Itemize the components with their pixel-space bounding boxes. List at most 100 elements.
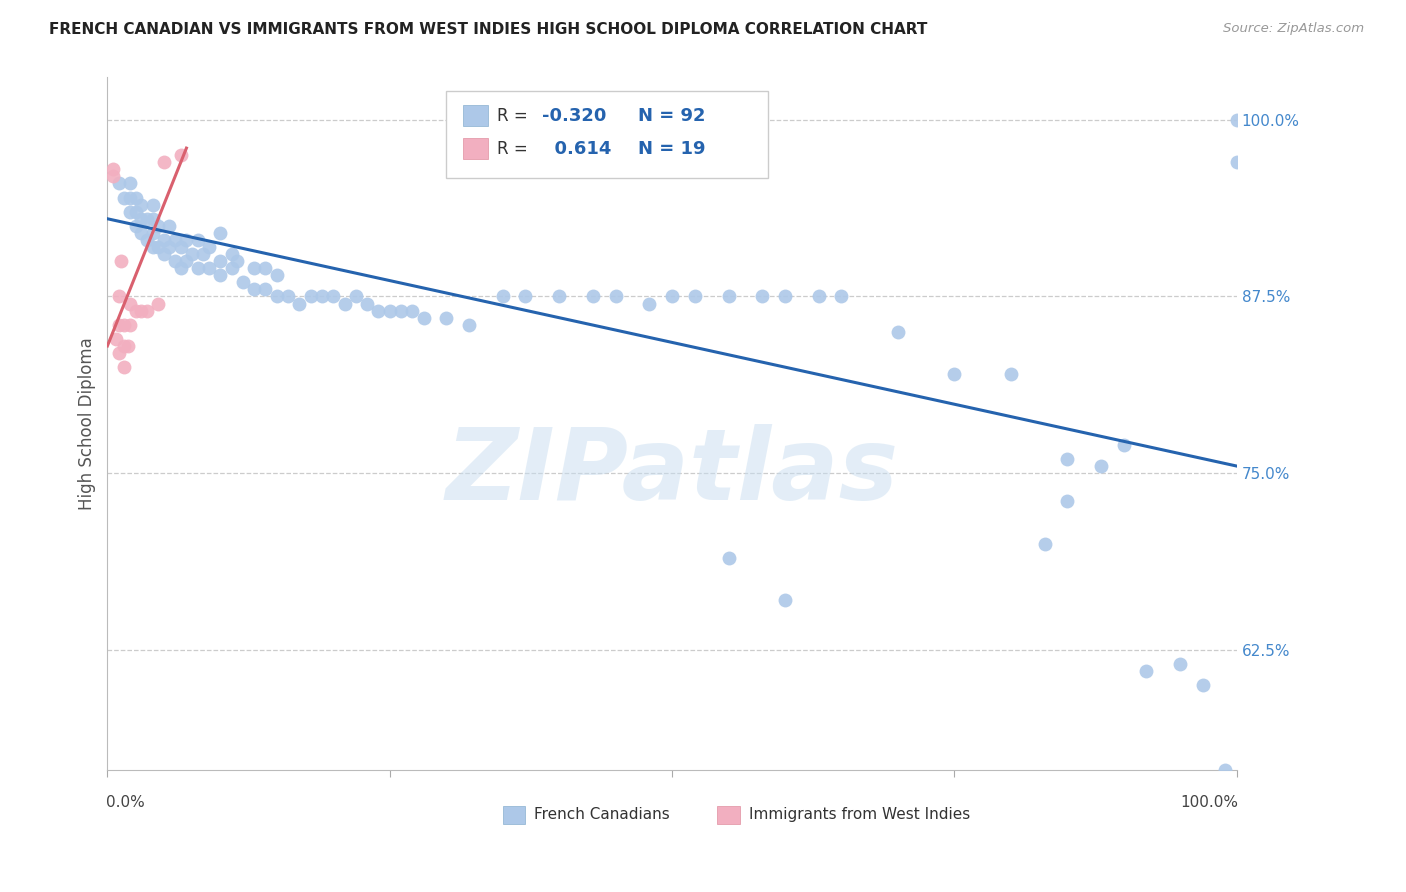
Point — [683, 289, 706, 303]
Point — [344, 289, 367, 303]
Text: 0.0%: 0.0% — [107, 796, 145, 810]
Point — [107, 318, 129, 332]
Point — [148, 240, 170, 254]
Point — [198, 261, 221, 276]
Point — [118, 190, 141, 204]
FancyBboxPatch shape — [446, 91, 768, 178]
Point — [135, 303, 157, 318]
Point — [209, 254, 232, 268]
Point — [1192, 678, 1215, 692]
Point — [159, 219, 181, 233]
Point — [107, 289, 129, 303]
Point — [101, 162, 124, 177]
Point — [638, 296, 661, 310]
Point — [661, 289, 683, 303]
Point — [129, 226, 152, 240]
Point — [112, 190, 135, 204]
Point — [221, 261, 243, 276]
Point — [232, 276, 254, 290]
Point — [830, 289, 852, 303]
FancyBboxPatch shape — [463, 105, 488, 126]
Point — [1226, 155, 1249, 169]
Point — [193, 247, 215, 261]
Text: FRENCH CANADIAN VS IMMIGRANTS FROM WEST INDIES HIGH SCHOOL DIPLOMA CORRELATION C: FRENCH CANADIAN VS IMMIGRANTS FROM WEST … — [49, 22, 928, 37]
Point — [142, 211, 165, 226]
Point — [367, 303, 389, 318]
Text: -0.320: -0.320 — [543, 106, 606, 125]
Point — [124, 204, 146, 219]
Point — [165, 233, 187, 247]
Point — [288, 296, 311, 310]
Point — [124, 303, 146, 318]
Point — [333, 296, 356, 310]
Point — [389, 303, 412, 318]
Point — [221, 247, 243, 261]
Point — [142, 197, 165, 211]
Point — [548, 289, 571, 303]
Point — [209, 226, 232, 240]
FancyBboxPatch shape — [503, 805, 526, 824]
Point — [170, 261, 193, 276]
Point — [153, 233, 176, 247]
Point — [266, 289, 288, 303]
Point — [356, 296, 378, 310]
Point — [1033, 537, 1056, 551]
Point — [457, 318, 479, 332]
Point — [243, 261, 266, 276]
Point — [254, 282, 277, 296]
Point — [118, 204, 141, 219]
Point — [148, 296, 170, 310]
Text: 0.614: 0.614 — [543, 140, 612, 158]
Point — [153, 155, 176, 169]
Point — [717, 550, 740, 565]
Point — [226, 254, 249, 268]
Point — [105, 332, 128, 346]
Point — [773, 593, 796, 607]
Point — [1168, 657, 1191, 671]
Point — [129, 211, 152, 226]
Point — [751, 289, 773, 303]
Point — [129, 303, 152, 318]
Point — [187, 233, 209, 247]
Text: R =: R = — [496, 106, 527, 125]
Point — [1090, 458, 1112, 473]
Point — [112, 318, 135, 332]
Point — [170, 148, 193, 162]
Point — [135, 211, 157, 226]
Point — [378, 303, 401, 318]
Point — [118, 296, 141, 310]
Point — [1000, 368, 1022, 382]
Point — [153, 247, 176, 261]
Point — [1135, 664, 1157, 678]
Text: French Canadians: French Canadians — [534, 807, 671, 822]
Point — [943, 368, 966, 382]
Point — [773, 289, 796, 303]
Point — [142, 226, 165, 240]
Point — [142, 240, 165, 254]
Point — [148, 219, 170, 233]
Point — [1112, 438, 1135, 452]
Point — [135, 233, 157, 247]
Point — [605, 289, 627, 303]
Point — [159, 240, 181, 254]
Point — [243, 282, 266, 296]
Point — [176, 233, 198, 247]
Point — [582, 289, 605, 303]
Point — [198, 240, 221, 254]
Point — [254, 261, 277, 276]
Text: Immigrants from West Indies: Immigrants from West Indies — [749, 807, 970, 822]
Point — [170, 240, 193, 254]
Point — [165, 254, 187, 268]
Text: N = 19: N = 19 — [638, 140, 706, 158]
Y-axis label: High School Diploma: High School Diploma — [79, 337, 96, 510]
Point — [401, 303, 423, 318]
Text: N = 92: N = 92 — [638, 106, 706, 125]
Point — [887, 325, 910, 339]
FancyBboxPatch shape — [463, 138, 488, 159]
Point — [266, 268, 288, 283]
Point — [209, 268, 232, 283]
Point — [434, 310, 457, 325]
Point — [311, 289, 333, 303]
Point — [277, 289, 299, 303]
Text: Source: ZipAtlas.com: Source: ZipAtlas.com — [1223, 22, 1364, 36]
